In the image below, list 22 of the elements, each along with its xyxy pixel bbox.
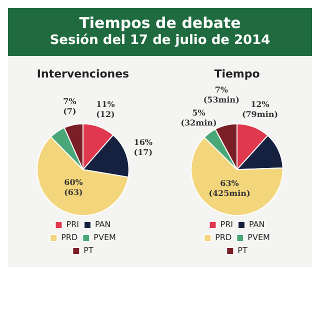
legend-label: PT <box>238 246 248 256</box>
data-label: 16% (17) <box>134 137 153 158</box>
legend-label: PRI <box>66 220 79 230</box>
legend-label: PVEM <box>248 233 270 242</box>
legend-label: PT <box>84 246 94 256</box>
legend-label: PRI <box>220 220 233 230</box>
data-label: 7% (53min) <box>203 84 240 105</box>
text: Tiempos de debate <box>78 14 242 32</box>
chart-title: Intervenciones <box>36 67 130 80</box>
data-label: 63% (425min) <box>208 178 250 198</box>
legend-label: PAN <box>94 220 111 230</box>
data-label: 7% (7) <box>63 96 77 116</box>
legend-label: PRD <box>61 233 78 242</box>
data-label: 5% (32min) <box>180 108 217 128</box>
text: Sesión del 17 de julio de 2014 <box>48 32 272 50</box>
legend-label: PVEM <box>94 233 116 242</box>
data-label: 60% (63) <box>64 177 84 198</box>
legend-label: PRD <box>215 233 232 242</box>
legend-label: PAN <box>248 220 265 230</box>
data-label: 12% (79min) <box>242 99 278 120</box>
chart-title: Tiempo <box>214 67 260 80</box>
data-label: 11% (12) <box>96 98 116 119</box>
